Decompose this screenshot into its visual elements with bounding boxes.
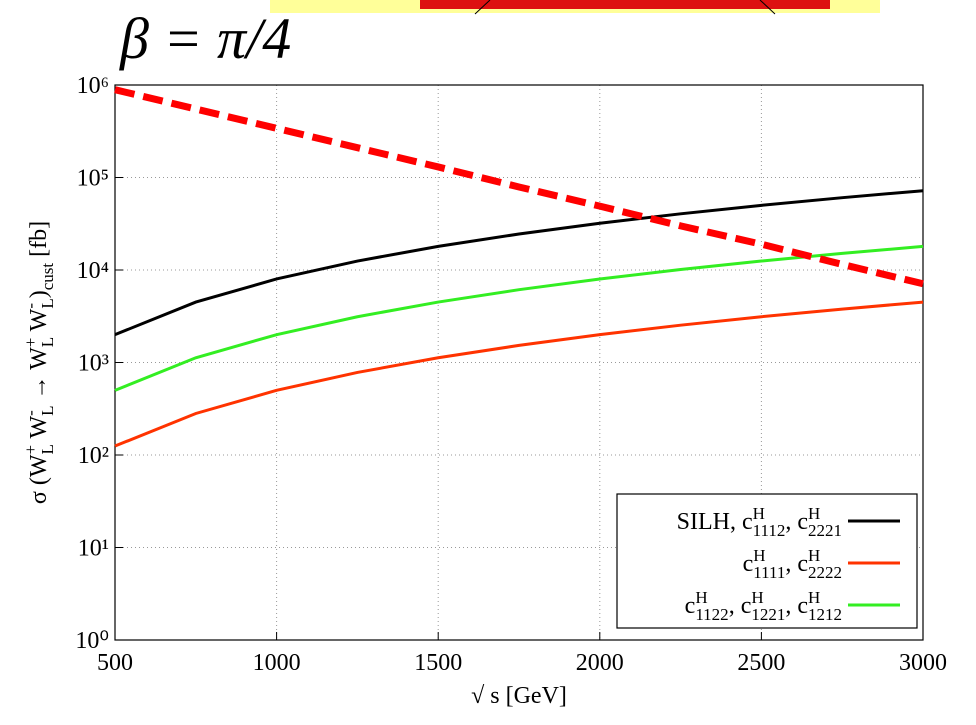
rich-text: cH 1111, cH 2222 <box>743 546 842 582</box>
text-part: L <box>38 406 57 416</box>
x-tick-label: 1000 <box>253 650 301 676</box>
plot-frame <box>114 84 924 641</box>
text-part: L <box>38 337 57 347</box>
text-part: [fb] <box>26 221 52 263</box>
text-part: L <box>38 444 57 454</box>
y-tick-label: 10¹ <box>78 536 109 562</box>
line <box>114 189 924 337</box>
text-part: H <box>808 546 820 565</box>
text-part: H <box>695 588 707 607</box>
rich-text: cH 1122, cH 1221, cH 1212 <box>685 588 842 624</box>
line <box>114 244 924 392</box>
text-part: , c <box>785 593 808 619</box>
text-part: cust <box>38 263 57 291</box>
text-part: - <box>21 303 40 309</box>
text-part: , c <box>785 551 808 577</box>
text-part: 1221 <box>751 605 785 624</box>
y-tick-label: 10⁴ <box>77 258 109 284</box>
x-tick-label: 2000 <box>576 650 624 676</box>
text-part: , c <box>785 509 808 535</box>
text-part: → W <box>26 347 52 406</box>
y-tick-label: 10³ <box>78 351 109 377</box>
text-part: L <box>38 298 57 308</box>
text-part: 1212 <box>808 605 842 624</box>
text-part: W <box>26 308 52 337</box>
y-tick-label: 10⁰ <box>75 628 109 654</box>
text-part: c <box>685 593 696 619</box>
text-part: H <box>751 588 763 607</box>
text-part: + <box>21 445 40 455</box>
x-tick-label: 2500 <box>737 650 785 676</box>
text-part: H <box>753 504 765 523</box>
text-part: H <box>808 588 820 607</box>
text-part: - <box>21 410 40 416</box>
x-tick-label: 500 <box>97 650 133 676</box>
y-tick-label: 10² <box>78 443 109 469</box>
rich-text: SILH, cH 1112, cH 2221 <box>677 504 842 540</box>
text-part: SILH, c <box>677 509 753 535</box>
text-part: 2222 <box>808 563 842 582</box>
text-part: , c <box>729 593 752 619</box>
text-part: c <box>743 551 754 577</box>
rich-text: σ (W+L W-L → W+L W-L)cust [fb] <box>21 221 57 504</box>
text-part: W <box>26 416 52 445</box>
text-part: 1112 <box>753 521 786 540</box>
y-tick-label: 10⁶ <box>77 73 109 99</box>
chart-title: β = π/4 <box>119 6 291 71</box>
text-part: ) <box>26 290 52 298</box>
text-part: H <box>753 546 765 565</box>
text-part: 1122 <box>695 605 728 624</box>
text-part: 2221 <box>808 521 842 540</box>
x-tick-label: 3000 <box>899 650 947 676</box>
banner-boxes <box>420 0 830 15</box>
y-tick-label: 10⁵ <box>77 166 109 192</box>
x-tick-label: 1500 <box>414 650 462 676</box>
line <box>114 300 924 448</box>
text-part: 1111 <box>753 563 785 582</box>
text-part: H <box>808 504 820 523</box>
text-part: σ (W <box>26 454 52 504</box>
x-axis-label: √ s [GeV] <box>471 683 567 709</box>
text-part: + <box>21 338 40 348</box>
line <box>114 86 924 288</box>
